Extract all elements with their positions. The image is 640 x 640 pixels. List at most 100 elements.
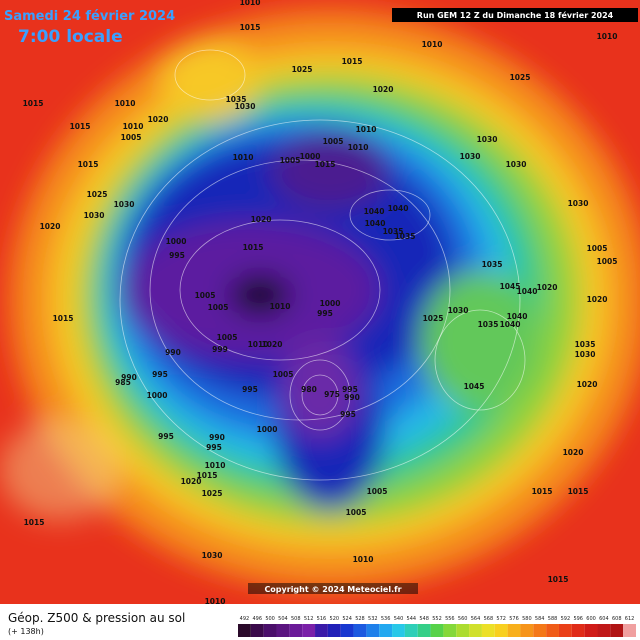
- legend-swatch: [276, 624, 290, 637]
- pressure-label: 1015: [53, 314, 74, 323]
- footer-title: Géop. Z500 & pression au sol: [8, 611, 185, 625]
- pressure-label: 995: [206, 443, 222, 452]
- pressure-label: 1010: [233, 153, 254, 162]
- pressure-label: 1005: [587, 244, 608, 253]
- pressure-label: 1010: [115, 99, 136, 108]
- pressure-label: 1020: [587, 295, 608, 304]
- pressure-label: 995: [317, 309, 333, 318]
- legend-swatch: [546, 624, 559, 637]
- pressure-label: 980: [301, 385, 317, 394]
- legend-swatch: [481, 624, 495, 637]
- pressure-label: 1035: [478, 320, 499, 329]
- legend-swatch: [238, 624, 251, 637]
- pressure-label: 1020: [373, 85, 394, 94]
- pressure-label: 1040: [365, 219, 386, 228]
- pressure-label: 1020: [577, 380, 598, 389]
- pressure-label: 1000: [320, 299, 341, 308]
- pressure-label: 1010: [240, 0, 261, 7]
- pressure-label: 1045: [464, 382, 485, 391]
- pressure-label: 1005: [346, 508, 367, 517]
- legend-swatch: [507, 624, 521, 637]
- pressure-label: 1025: [202, 489, 223, 498]
- pressure-label: 1025: [292, 65, 313, 74]
- pressure-label: 1020: [262, 340, 283, 349]
- legend-tick-label: 568: [484, 616, 494, 622]
- legend-swatch: [494, 624, 508, 637]
- pressure-label: 990: [344, 393, 360, 402]
- legend-swatch: [584, 624, 598, 637]
- legend-tick-label: 504: [278, 616, 288, 622]
- pressure-label: 1030: [477, 135, 498, 144]
- legend-tick-label: 580: [522, 616, 532, 622]
- pressure-label: 1005: [208, 303, 229, 312]
- pressure-label: 990: [209, 433, 225, 442]
- legend-tick-label: 552: [432, 616, 442, 622]
- pressure-label: 1010: [270, 302, 291, 311]
- legend-swatch: [353, 624, 367, 637]
- legend-swatch: [533, 624, 547, 637]
- pressure-label: 975: [324, 390, 340, 399]
- pressure-label: 1005: [323, 137, 344, 146]
- legend-swatch: [379, 624, 393, 637]
- pressure-label: 1015: [315, 160, 336, 169]
- legend-tick-label: 564: [471, 616, 481, 622]
- pressure-label: 1010: [348, 143, 369, 152]
- pressure-label: 1020: [148, 115, 169, 124]
- legend-swatch: [417, 624, 431, 637]
- pressure-label: 1010: [205, 461, 226, 470]
- copyright: Copyright © 2024 Meteociel.fr: [264, 585, 401, 594]
- legend-tick-label: 496: [252, 616, 262, 622]
- legend-tick-label: 576: [509, 616, 519, 622]
- pressure-label: 1040: [500, 320, 521, 329]
- pressure-label: 1020: [40, 222, 61, 231]
- pressure-label: 1010: [422, 40, 443, 49]
- pressure-label: 1030: [235, 102, 256, 111]
- pressure-label: 1015: [548, 575, 569, 584]
- pressure-label: 1020: [181, 477, 202, 486]
- legend: 492 496 500 504 508 512 516 520 524 528 532 536 540 5…: [238, 616, 636, 637]
- legend-swatch: [571, 624, 585, 637]
- legend-tick-label: 612: [625, 616, 635, 622]
- legend-tick-label: 516: [317, 616, 327, 622]
- pressure-label: 1015: [70, 122, 91, 131]
- pressure-label: 1015: [240, 23, 261, 32]
- pressure-label: 1015: [532, 487, 553, 496]
- legend-swatch: [558, 624, 572, 637]
- pressure-label: 1015: [78, 160, 99, 169]
- legend-tick-label: 604: [599, 616, 609, 622]
- legend-swatch: [623, 624, 636, 637]
- legend-tick-label: 600: [586, 616, 596, 622]
- legend-tick-label: 596: [573, 616, 583, 622]
- pressure-label: 1020: [251, 215, 272, 224]
- pressure-label: 1005: [597, 257, 618, 266]
- legend-swatch: [456, 624, 470, 637]
- legend-swatch: [289, 624, 303, 637]
- pressure-label: 990: [121, 373, 137, 382]
- forecast-time: 7:00 locale: [18, 27, 123, 47]
- pressure-label: 1030: [575, 350, 596, 359]
- legend-tick-label: 572: [496, 616, 506, 622]
- legend-tick-label: 548: [419, 616, 429, 622]
- pressure-label: 1015: [23, 99, 44, 108]
- pressure-label: 1000: [300, 152, 321, 161]
- pressure-label: 1000: [147, 391, 168, 400]
- legend-swatch: [404, 624, 418, 637]
- pressure-label: 1040: [517, 287, 538, 296]
- legend-swatch: [469, 624, 482, 637]
- run-bg: [392, 8, 638, 22]
- pressure-label: 1010: [205, 597, 226, 606]
- pressure-label: 1005: [273, 370, 294, 379]
- pressure-label: 1015: [568, 487, 589, 496]
- pressure-label: 1010: [356, 125, 377, 134]
- legend-tick-label: 556: [445, 616, 455, 622]
- pressure-label: 1045: [500, 282, 521, 291]
- pressure-label: 995: [152, 370, 168, 379]
- pressure-label: 1005: [280, 156, 301, 165]
- pressure-label: 1025: [87, 190, 108, 199]
- pressure-label: 1015: [24, 518, 45, 527]
- pressure-label: 1040: [507, 312, 528, 321]
- pressure-label: 1035: [226, 95, 247, 104]
- legend-swatch: [250, 624, 264, 637]
- legend-swatch: [315, 624, 328, 637]
